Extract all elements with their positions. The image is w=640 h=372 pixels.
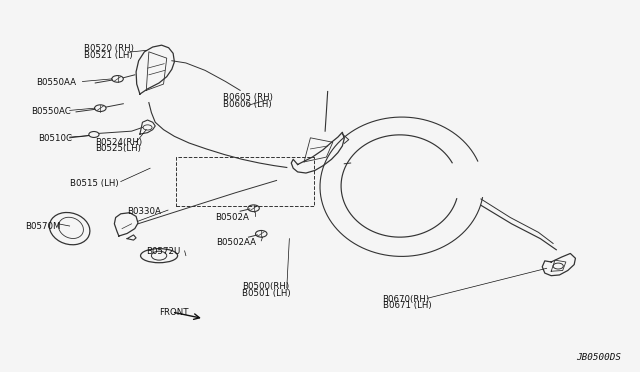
Text: JB0500DS: JB0500DS xyxy=(577,353,621,362)
Text: B0502A: B0502A xyxy=(214,213,248,222)
Text: B0570M: B0570M xyxy=(25,222,60,231)
Text: B0330A: B0330A xyxy=(127,207,161,216)
Text: B0671 (LH): B0671 (LH) xyxy=(383,301,431,310)
Text: B0550AC: B0550AC xyxy=(31,108,71,116)
Text: B0520 (RH): B0520 (RH) xyxy=(84,44,134,53)
Text: B0524(RH): B0524(RH) xyxy=(95,138,142,147)
Text: B0521 (LH): B0521 (LH) xyxy=(84,51,132,60)
Text: FRONT: FRONT xyxy=(159,308,189,317)
Text: B0515 (LH): B0515 (LH) xyxy=(70,179,118,187)
Text: B0550AA: B0550AA xyxy=(36,78,76,87)
Text: B0525(LH): B0525(LH) xyxy=(95,144,141,153)
Text: B0501 (LH): B0501 (LH) xyxy=(242,289,291,298)
Text: B0606 (LH): B0606 (LH) xyxy=(223,100,271,109)
Text: B0605 (RH): B0605 (RH) xyxy=(223,93,273,102)
Text: B0510C: B0510C xyxy=(38,134,72,143)
Text: B0500(RH): B0500(RH) xyxy=(242,282,289,291)
Text: B0572U: B0572U xyxy=(147,247,180,256)
Text: B0670(RH): B0670(RH) xyxy=(383,295,429,304)
Text: B0502AA: B0502AA xyxy=(216,238,257,247)
